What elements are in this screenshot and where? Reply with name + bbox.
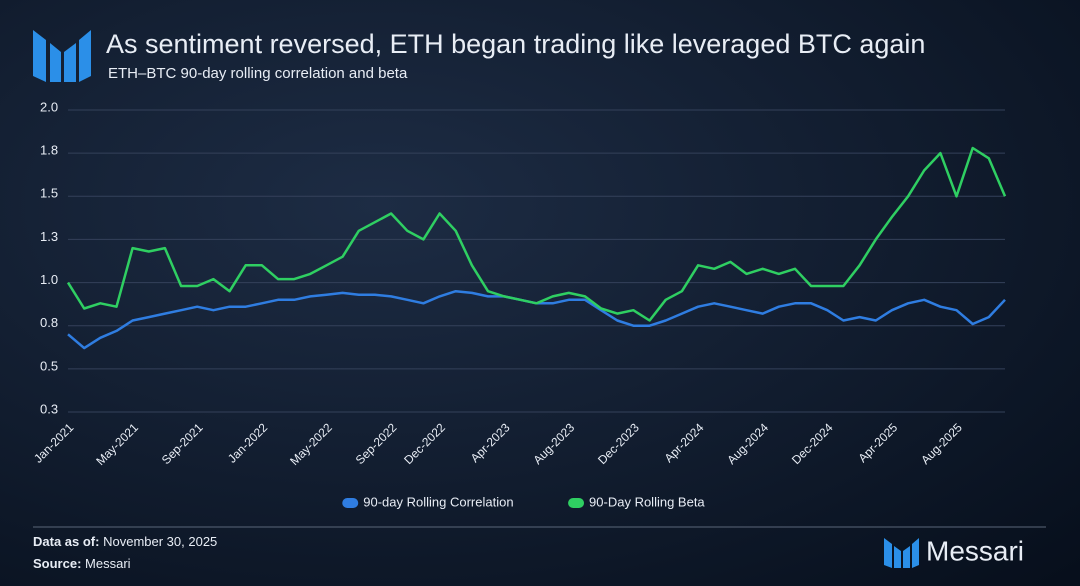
y-tick-label: 1.0 — [40, 272, 58, 287]
legend-label: 90-day Rolling Correlation — [363, 494, 513, 509]
series-line — [66, 146, 1007, 322]
brand-logo — [884, 538, 919, 568]
footer-date: Data as of: November 30, 2025 — [33, 534, 217, 549]
chart-title: As sentiment reversed, ETH began trading… — [106, 29, 925, 59]
legend-label: 90-Day Rolling Beta — [589, 494, 705, 509]
footer-value: November 30, 2025 — [103, 534, 217, 549]
y-tick-label: 0.5 — [40, 358, 58, 373]
y-tick-label: 0.3 — [40, 401, 58, 416]
footer-value: Messari — [85, 556, 131, 571]
y-tick-label: 1.8 — [40, 143, 58, 158]
footer-source: Source: Messari — [33, 556, 131, 571]
y-tick-label: 1.5 — [40, 186, 58, 201]
legend-marker — [342, 498, 359, 508]
brand-name: Messari — [926, 535, 1024, 566]
footer-label: Source: — [33, 556, 81, 571]
legend-marker — [568, 498, 585, 508]
footer-label: Data as of: — [33, 534, 99, 549]
y-tick-label: 0.8 — [40, 315, 58, 330]
y-tick-label: 1.3 — [40, 229, 58, 244]
logo — [33, 30, 91, 82]
y-tick-label: 2.0 — [40, 99, 58, 114]
chart-subtitle: ETH–BTC 90-day rolling correlation and b… — [108, 65, 408, 82]
